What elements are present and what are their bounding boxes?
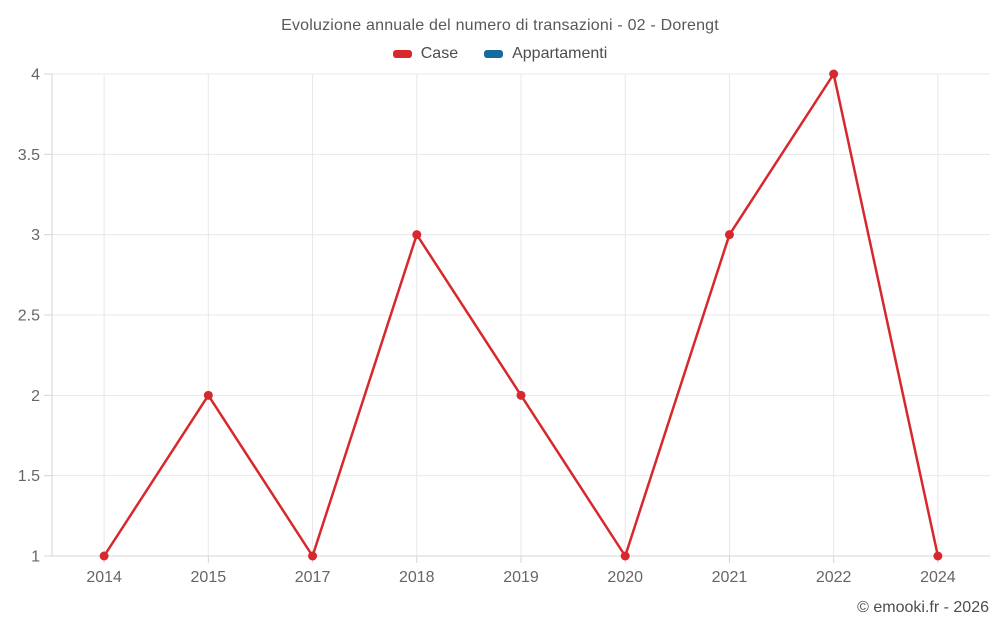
legend-swatch-icon: [392, 50, 412, 58]
x-axis-tick-label: 2022: [816, 569, 852, 586]
x-axis-tick-label: 2019: [503, 569, 539, 586]
y-axis-tick-label: 3: [31, 227, 40, 244]
y-axis-tick-label: 4: [31, 67, 40, 84]
x-axis-tick-label: 2014: [86, 569, 122, 586]
data-point-case-2024: [933, 551, 943, 561]
y-axis-tick-label: 1.5: [18, 468, 40, 485]
data-point-case-2020: [620, 551, 630, 561]
legend-item-appartamenti[interactable]: Appartamenti: [484, 45, 607, 63]
x-axis-tick-label: 2017: [295, 569, 331, 586]
x-axis-tick-label: 2020: [607, 569, 643, 586]
legend-label: Case: [420, 45, 459, 62]
x-axis-tick-label: 2015: [191, 569, 227, 586]
data-point-case-2022: [829, 69, 839, 79]
data-point-case-2019: [516, 390, 526, 400]
y-axis-tick-label: 3.5: [18, 147, 40, 164]
x-axis-tick-label: 2021: [712, 569, 748, 586]
y-axis-tick-label: 2.5: [18, 308, 40, 325]
data-point-case-2021: [724, 230, 734, 240]
copyright-watermark: © emooki.fr - 2026: [857, 599, 989, 616]
data-point-case-2017: [308, 551, 318, 561]
data-point-case-2015: [203, 390, 213, 400]
x-axis-tick-label: 2024: [920, 569, 956, 586]
y-axis-tick-label: 2: [31, 388, 40, 405]
chart-title: Evoluzione annuale del numero di transaz…: [281, 17, 719, 34]
y-axis-tick-label: 1: [31, 549, 40, 566]
data-point-case-2014: [99, 551, 109, 561]
legend-item-case[interactable]: Case: [392, 45, 459, 63]
legend-swatch-icon: [484, 50, 504, 58]
x-axis-tick-label: 2018: [399, 569, 435, 586]
data-point-case-2018: [412, 230, 422, 240]
legend-label: Appartamenti: [512, 45, 608, 62]
chart-legend: Case Appartamenti: [0, 45, 1000, 63]
